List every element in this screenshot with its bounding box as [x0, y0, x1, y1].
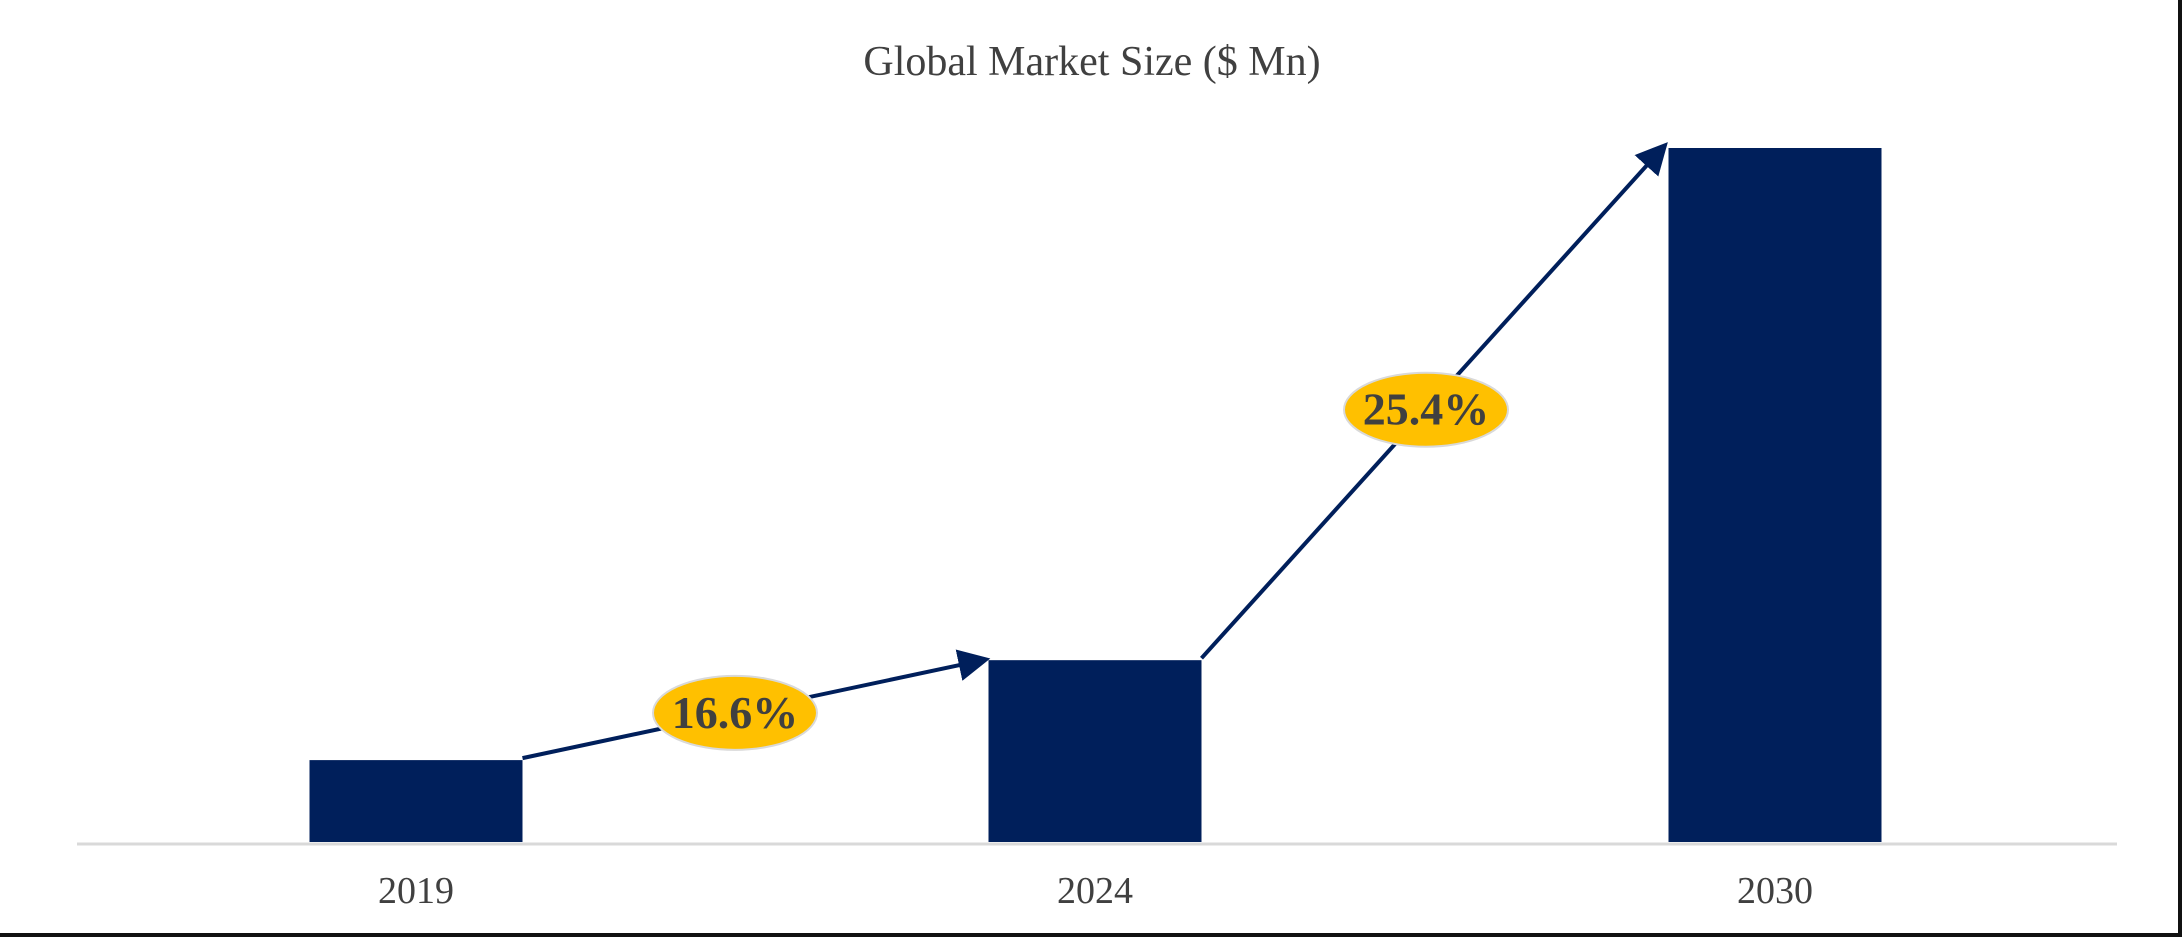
chart-title: Global Market Size ($ Mn) [863, 39, 1321, 85]
bar-2030 [1668, 148, 1882, 842]
cagr-label: 16.6% [672, 687, 799, 738]
cagr-label: 25.4% [1363, 384, 1490, 435]
x-tick-label: 2019 [378, 870, 454, 912]
x-tick-label: 2030 [1737, 870, 1813, 912]
cagr-badge [1343, 371, 1509, 448]
cagr-badge [652, 674, 818, 751]
bar-2019 [309, 760, 523, 842]
bar-2024 [988, 660, 1202, 842]
x-tick-label: 2024 [1057, 870, 1133, 912]
